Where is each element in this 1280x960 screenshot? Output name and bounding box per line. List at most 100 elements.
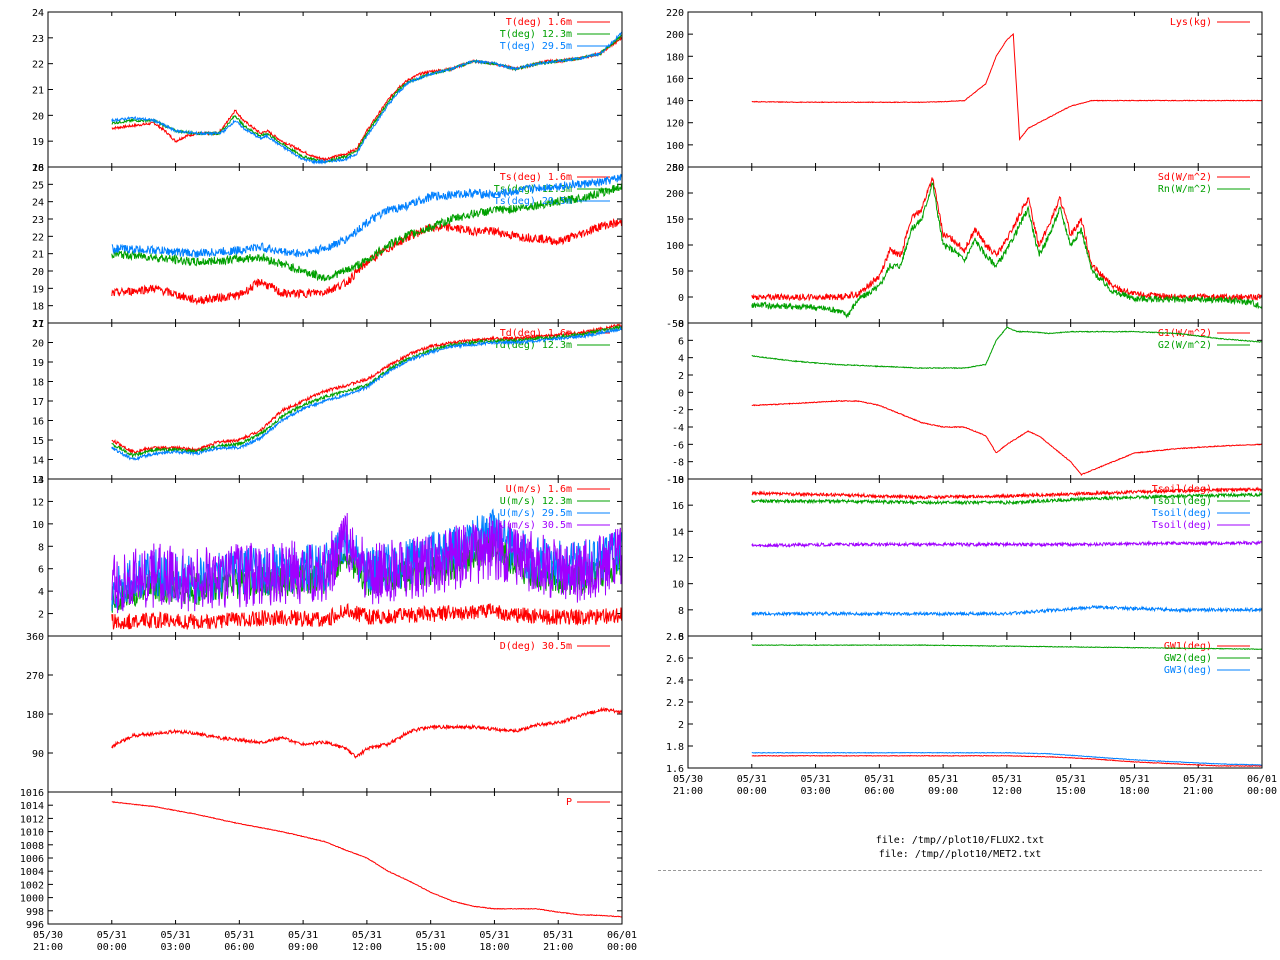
x-tick-label: 05/30	[33, 930, 63, 941]
y-tick-label: 1014	[20, 801, 44, 812]
x-tick-label: 15:00	[1056, 786, 1086, 797]
x-tick-label: 05/31	[416, 930, 446, 941]
x-tick-label: 05/31	[97, 930, 127, 941]
x-axis-right: 05/3021:0005/3100:0005/3103:0005/3106:00…	[673, 774, 1277, 797]
y-tick-label: 1008	[20, 841, 44, 852]
series-line	[111, 173, 622, 258]
series-line	[751, 751, 1262, 766]
y-tick-label: 80	[672, 163, 684, 174]
legend-label: D(deg) 30.5m	[500, 641, 572, 652]
x-tick-label: 21:00	[33, 942, 63, 953]
x-tick-label: 05/31	[352, 930, 382, 941]
series-line	[751, 491, 1262, 506]
legend-label: Sd(W/m^2)	[1158, 172, 1212, 183]
x-tick-label: 00:00	[97, 942, 127, 953]
legend-label: G2(W/m^2)	[1158, 340, 1212, 351]
y-tick-label: 14	[672, 527, 684, 538]
x-tick-label: 05/30	[673, 774, 703, 785]
y-tick-label: 20	[32, 339, 44, 350]
y-tick-label: 2	[38, 610, 44, 621]
legend-label: U(m/s) 12.3m	[500, 496, 572, 507]
x-tick-label: 05/31	[161, 930, 191, 941]
y-tick-label: 1000	[20, 894, 44, 905]
y-tick-label: 24	[32, 8, 44, 19]
y-tick-label: 360	[26, 632, 44, 643]
y-tick-label: -8	[672, 458, 684, 469]
y-tick-label: 16	[32, 417, 44, 428]
y-tick-label: 2	[678, 371, 684, 382]
x-tick-label: 05/31	[864, 774, 894, 785]
y-tick-label: 250	[666, 163, 684, 174]
panel-t: 18 19 20 21 22 23 24 T(deg) 1.6mT(deg) 12.3mT(d…	[32, 8, 623, 174]
panel-gw: 1.6 1.8 2 2.2 2.4 2.6 2.8 GW1(deg)GW2(deg)GW3(d…	[666, 632, 1263, 775]
legend-label: U(m/s) 30.5m	[500, 520, 572, 531]
legend-label: Ts(deg) 29.5m	[494, 196, 572, 207]
x-tick-label: 05/31	[479, 930, 509, 941]
y-tick-label: 18	[32, 302, 44, 313]
y-tick-label: 8	[678, 319, 684, 330]
series-line	[111, 801, 622, 918]
y-tick-label: 90	[32, 749, 44, 760]
y-tick-label: 2.6	[666, 654, 684, 665]
panel-p: 996 998 1000 1002 1004 1006 1008 1010 1012 1014 10…	[20, 788, 623, 931]
y-tick-label: 1004	[20, 867, 44, 878]
legend-label: P	[566, 797, 572, 808]
legend-label: U(m/s) 29.5m	[500, 508, 572, 519]
legend-label: Ts(deg) 12.3m	[494, 184, 572, 195]
x-tick-label: 00:00	[1247, 786, 1277, 797]
y-tick-label: -50	[666, 319, 684, 330]
y-tick-label: 150	[666, 215, 684, 226]
y-tick-label: 17	[32, 397, 44, 408]
x-tick-label: 06/01	[1247, 774, 1277, 785]
y-tick-label: 4	[678, 354, 684, 365]
y-tick-label: 50	[672, 267, 684, 278]
y-tick-label: 10	[672, 580, 684, 591]
y-tick-label: 13	[32, 475, 44, 486]
y-tick-label: -6	[672, 440, 684, 451]
y-tick-label: 8	[678, 606, 684, 617]
y-tick-label: 180	[26, 710, 44, 721]
series-line	[751, 177, 1262, 302]
x-tick-label: 06/01	[607, 930, 637, 941]
y-tick-label: 996	[26, 920, 44, 931]
y-tick-label: 6	[678, 336, 684, 347]
y-tick-label: 1002	[20, 880, 44, 891]
y-tick-label: 180	[666, 52, 684, 63]
series-line	[751, 604, 1262, 617]
file-line: file: /tmp//plot10/FLUX2.txt	[875, 835, 1045, 846]
y-tick-label: 1016	[20, 788, 44, 799]
y-tick-label: 23	[32, 34, 44, 45]
legend-label: Tsoil(deg)	[1152, 508, 1212, 519]
x-tick-label: 05/31	[992, 774, 1022, 785]
y-tick-label: 14	[32, 475, 44, 486]
series-line	[751, 754, 1262, 767]
y-tick-label: 120	[666, 119, 684, 130]
y-tick-label: 6	[678, 632, 684, 643]
series-line	[111, 602, 622, 630]
y-tick-label: 1012	[20, 814, 44, 825]
y-tick-label: 270	[26, 671, 44, 682]
y-tick-label: 200	[666, 30, 684, 41]
x-tick-label: 05/31	[1056, 774, 1086, 785]
y-tick-label: 1010	[20, 828, 44, 839]
x-tick-label: 15:00	[416, 942, 446, 953]
series-line	[751, 182, 1262, 319]
x-tick-label: 21:00	[543, 942, 573, 953]
y-tick-label: 220	[666, 8, 684, 19]
y-tick-label: 21	[32, 86, 44, 97]
y-tick-label: 0	[678, 388, 684, 399]
legend-label: U(m/s) 1.6m	[506, 484, 572, 495]
y-tick-label: 6	[38, 565, 44, 576]
x-tick-label: 05/31	[928, 774, 958, 785]
legend-label: Ts(deg) 1.6m	[500, 172, 572, 183]
y-tick-label: 19	[32, 358, 44, 369]
file-line: file: /tmp//plot10/MET2.txt	[878, 849, 1042, 860]
y-tick-label: 140	[666, 97, 684, 108]
series-line	[751, 539, 1262, 549]
y-tick-label: 22	[32, 232, 44, 243]
y-tick-label: 22	[32, 60, 44, 71]
x-tick-label: 05/31	[543, 930, 573, 941]
legend-label: T(deg) 1.6m	[506, 17, 572, 28]
y-tick-label: 2.2	[666, 698, 684, 709]
